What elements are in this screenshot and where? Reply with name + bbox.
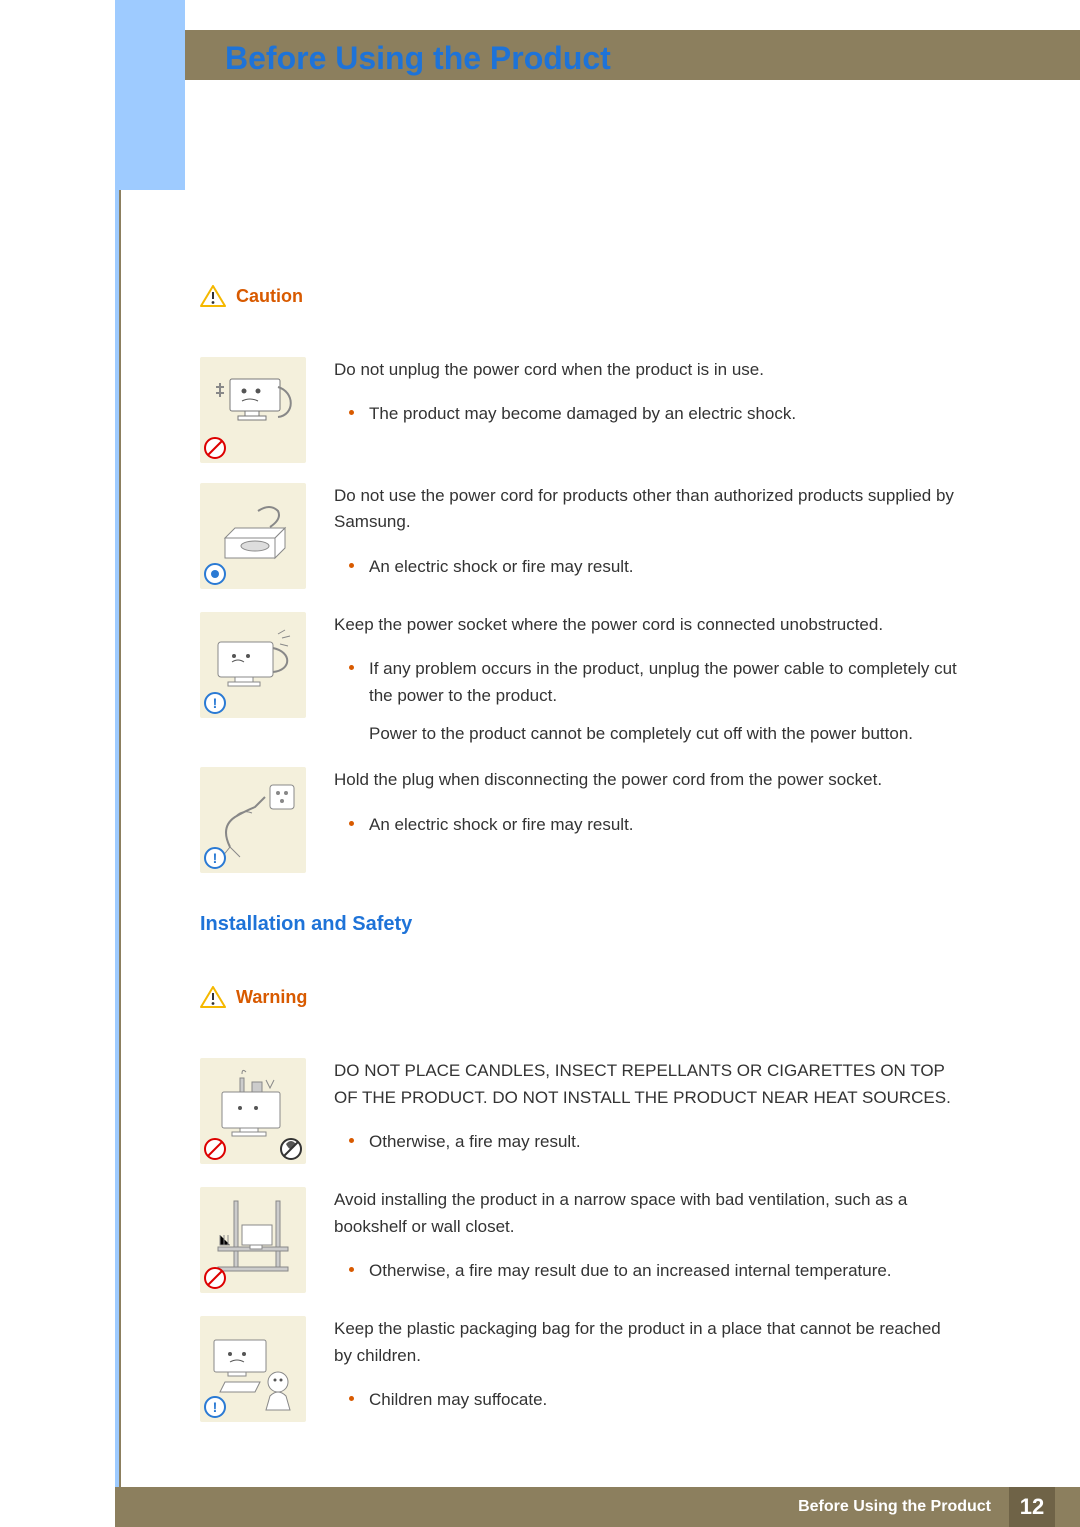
illustration-thumbnail — [200, 357, 306, 463]
caution-label: Caution — [236, 286, 303, 307]
caution-lead: Keep the power socket where the power co… — [334, 612, 960, 638]
warning-triangle-icon — [200, 986, 226, 1008]
caution-lead: Do not use the power cord for products o… — [334, 483, 960, 536]
warning-text: Keep the plastic packaging bag for the p… — [334, 1316, 960, 1425]
caution-text: Keep the power socket where the power co… — [334, 612, 960, 747]
warning-label: Warning — [236, 987, 307, 1008]
illustration-thumbnail: ! — [200, 767, 306, 873]
caution-item: Do not use the power cord for products o… — [200, 483, 960, 592]
footer-text: Before Using the Product — [798, 1498, 991, 1516]
caution-bullet: An electric shock or fire may result. — [369, 812, 960, 838]
caution-triangle-icon — [200, 285, 226, 307]
caution-item: ! Keep the power socket where the power … — [200, 612, 960, 747]
warning-lead: Keep the plastic packaging bag for the p… — [334, 1316, 960, 1369]
warning-bullet: Children may suffocate. — [369, 1387, 960, 1413]
illustration-thumbnail — [200, 483, 306, 589]
warning-item: ! Keep the plastic packaging bag for the… — [200, 1316, 960, 1425]
caution-heading: Caution — [200, 285, 960, 307]
illustration-thumbnail: ! — [200, 1316, 306, 1422]
page-title: Before Using the Product — [225, 40, 611, 77]
page-number: 12 — [1009, 1487, 1055, 1527]
caution-bullet: If any problem occurs in the product, un… — [369, 656, 960, 709]
warning-item: Avoid installing the product in a narrow… — [200, 1187, 960, 1296]
section-title: Installation and Safety — [200, 913, 960, 936]
footer-bar: Before Using the Product 12 — [115, 1487, 1080, 1527]
caution-text: Do not unplug the power cord when the pr… — [334, 357, 960, 463]
illustration-thumbnail: ! — [200, 612, 306, 718]
caution-lead: Do not unplug the power cord when the pr… — [334, 357, 960, 383]
caution-lead: Hold the plug when disconnecting the pow… — [334, 767, 960, 793]
caution-subtext: Power to the product cannot be completel… — [334, 721, 960, 747]
content-area: Caution Do not unplug the power cord whe… — [200, 285, 960, 1446]
caution-bullet: The product may become damaged by an ele… — [369, 401, 960, 427]
warning-bullet: Otherwise, a fire may result due to an i… — [369, 1258, 960, 1284]
warning-text: DO NOT PLACE CANDLES, INSECT REPELLANTS … — [334, 1058, 960, 1167]
illustration-thumbnail — [200, 1187, 306, 1293]
caution-item: Do not unplug the power cord when the pr… — [200, 357, 960, 463]
warning-lead: DO NOT PLACE CANDLES, INSECT REPELLANTS … — [334, 1058, 960, 1111]
warning-item: DO NOT PLACE CANDLES, INSECT REPELLANTS … — [200, 1058, 960, 1167]
svg-text:!: ! — [213, 1399, 218, 1415]
side-rule-olive — [119, 190, 121, 1527]
svg-text:!: ! — [213, 695, 218, 711]
illustration-thumbnail — [200, 1058, 306, 1164]
svg-text:!: ! — [213, 850, 218, 866]
warning-bullet: Otherwise, a fire may result. — [369, 1129, 960, 1155]
side-tab — [115, 0, 185, 190]
warning-lead: Avoid installing the product in a narrow… — [334, 1187, 960, 1240]
caution-item: ! Hold the plug when disconnecting the p… — [200, 767, 960, 873]
warning-heading: Warning — [200, 986, 960, 1008]
caution-text: Do not use the power cord for products o… — [334, 483, 960, 592]
caution-bullet: An electric shock or fire may result. — [369, 554, 960, 580]
caution-text: Hold the plug when disconnecting the pow… — [334, 767, 960, 873]
warning-text: Avoid installing the product in a narrow… — [334, 1187, 960, 1296]
